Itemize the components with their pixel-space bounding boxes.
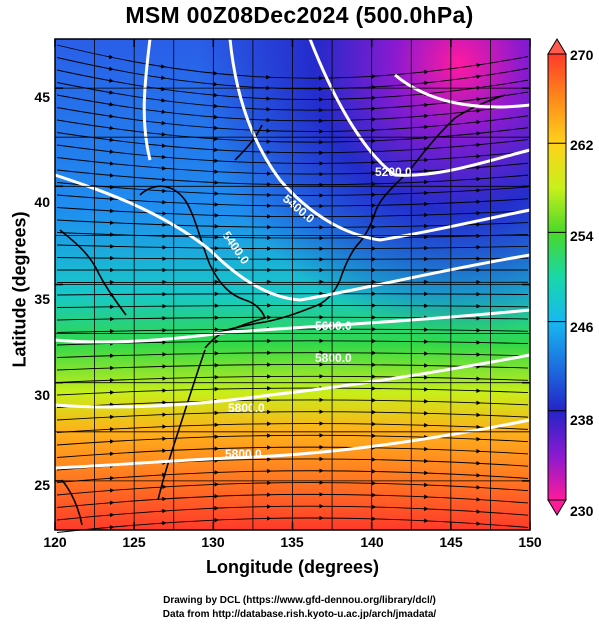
contour-label: 5800.0 [228, 401, 265, 415]
streamline [56, 169, 529, 186]
colorbar-strip [547, 53, 567, 501]
contour-label: 5600.0 [315, 319, 352, 333]
streamline-arrow [108, 54, 114, 60]
streamline [56, 375, 529, 383]
y-tick-label: 40 [34, 194, 50, 210]
streamline [56, 244, 529, 250]
x-tick-label: 140 [360, 534, 384, 550]
x-tick-label: 125 [122, 534, 146, 550]
streamline [56, 44, 529, 79]
streamline [56, 399, 529, 408]
axis-tick-marks [54, 39, 531, 530]
streamline [56, 257, 529, 260]
y-tick-label: 30 [34, 387, 50, 403]
colorbar-tick-label: 262 [570, 137, 594, 153]
streamline [56, 387, 529, 396]
contour-label: 5800.0 [315, 351, 352, 365]
streamline [56, 132, 529, 154]
streamline [56, 94, 529, 122]
colorbar [547, 38, 567, 516]
colorbar-top-arrow [547, 38, 567, 55]
x-axis-label: Longitude (degrees) [205, 557, 379, 577]
streamline [56, 194, 529, 207]
y-tick-label: 25 [34, 477, 50, 493]
streamline [56, 69, 529, 100]
streamline [56, 423, 529, 433]
x-tick-label: 150 [518, 534, 542, 550]
streamline [56, 340, 529, 346]
colorbar-tick-label: 254 [570, 228, 594, 244]
contour-label: 5200.0 [375, 165, 412, 179]
colorbar-tick-label: 246 [570, 319, 594, 335]
colorbar-tick-label: 238 [570, 412, 594, 428]
streamline [56, 82, 529, 111]
x-tick-label: 135 [280, 534, 304, 550]
y-tick-label: 35 [34, 291, 50, 307]
streamline [56, 219, 529, 228]
streamline-arrow [108, 90, 114, 95]
streamline [56, 434, 529, 446]
streamline [56, 482, 529, 496]
credit-drawing: Drawing by DCL (https://www.gfd-dennou.o… [163, 595, 436, 606]
colorbar-tick-label: 270 [570, 47, 594, 63]
streamline [56, 182, 529, 196]
streamline [56, 144, 529, 164]
x-tick-label: 120 [43, 534, 67, 550]
streamline [56, 470, 529, 483]
streamline [56, 517, 529, 533]
streamline [56, 57, 529, 90]
streamline [56, 207, 529, 218]
streamline [56, 364, 529, 371]
streamline [56, 157, 529, 175]
streamline [56, 411, 529, 421]
streamline [56, 107, 529, 132]
streamline-arrow [108, 78, 114, 83]
streamline-arrow [108, 66, 114, 71]
colorbar-tick-label: 230 [570, 503, 594, 519]
height-contours [54, 38, 531, 470]
streamline [56, 293, 529, 296]
y-axis-label: Latitude (degrees) [9, 211, 30, 368]
wind-streamlines [56, 44, 529, 533]
streamline [56, 446, 529, 458]
credit-data: Data from http://database.rish.kyoto-u.a… [162, 609, 437, 620]
x-tick-label: 130 [201, 534, 225, 550]
streamline [56, 493, 529, 508]
y-tick-label: 45 [34, 89, 50, 105]
streamline [56, 505, 529, 521]
streamline [56, 352, 529, 358]
x-tick-label: 145 [439, 534, 463, 550]
chart-title: MSM 00Z08Dec2024 (500.0hPa) [125, 2, 474, 28]
contour-label: 5800.0 [225, 447, 262, 461]
streamline [56, 232, 529, 239]
colorbar-bottom-arrow [547, 499, 567, 516]
